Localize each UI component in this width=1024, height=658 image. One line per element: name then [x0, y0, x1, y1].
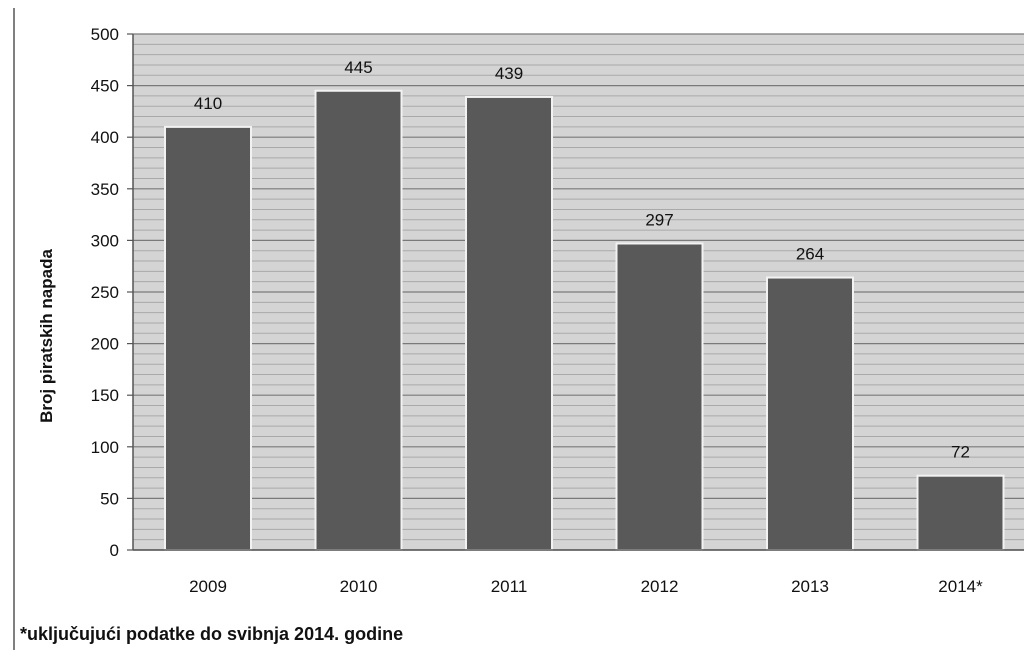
- data-label: 439: [495, 64, 523, 83]
- y-tick-label: 150: [91, 386, 119, 405]
- y-axis-title: Broj piratskih napada: [37, 249, 56, 423]
- axes: [127, 33, 1024, 551]
- x-tick-label: 2012: [641, 577, 679, 596]
- gridlines: [133, 33, 1024, 551]
- data-label: 264: [796, 245, 824, 264]
- y-tick-label: 400: [91, 128, 119, 147]
- x-tick-label: 2009: [189, 577, 227, 596]
- y-tick-label: 50: [100, 489, 119, 508]
- x-tick-label: 2014*: [938, 577, 983, 596]
- bar: [766, 276, 854, 551]
- y-tick-label: 100: [91, 438, 119, 457]
- y-tick-label: 200: [91, 335, 119, 354]
- x-tick-label: 2013: [791, 577, 829, 596]
- bar: [916, 474, 1005, 552]
- y-tick-label: 0: [110, 541, 119, 560]
- x-tick-labels: 2009 2010 2011 2012 2013 2014*: [189, 577, 983, 596]
- data-label: 445: [344, 58, 372, 77]
- data-label: 72: [951, 443, 970, 462]
- data-label: 410: [194, 94, 222, 113]
- bar: [465, 95, 553, 552]
- y-tick-label: 250: [91, 283, 119, 302]
- y-tick-label: 300: [91, 231, 119, 250]
- y-tick-label: 450: [91, 77, 119, 96]
- x-tick-label: 2011: [491, 577, 528, 596]
- y-tick-labels: 0 50 100 150 200 250 300 350 400 450 500: [91, 25, 119, 560]
- footnote: *uključujući podatke do svibnja 2014. go…: [20, 624, 404, 644]
- y-tick-label: 500: [91, 25, 119, 44]
- bars-group: [164, 89, 1005, 552]
- bar: [314, 89, 403, 551]
- bar: [164, 125, 252, 551]
- data-labels: 410 445 439 297 264 72: [194, 58, 970, 462]
- x-tick-label: 2010: [340, 577, 378, 596]
- y-tick-label: 350: [91, 180, 119, 199]
- data-label: 297: [645, 210, 673, 229]
- bar: [615, 242, 704, 551]
